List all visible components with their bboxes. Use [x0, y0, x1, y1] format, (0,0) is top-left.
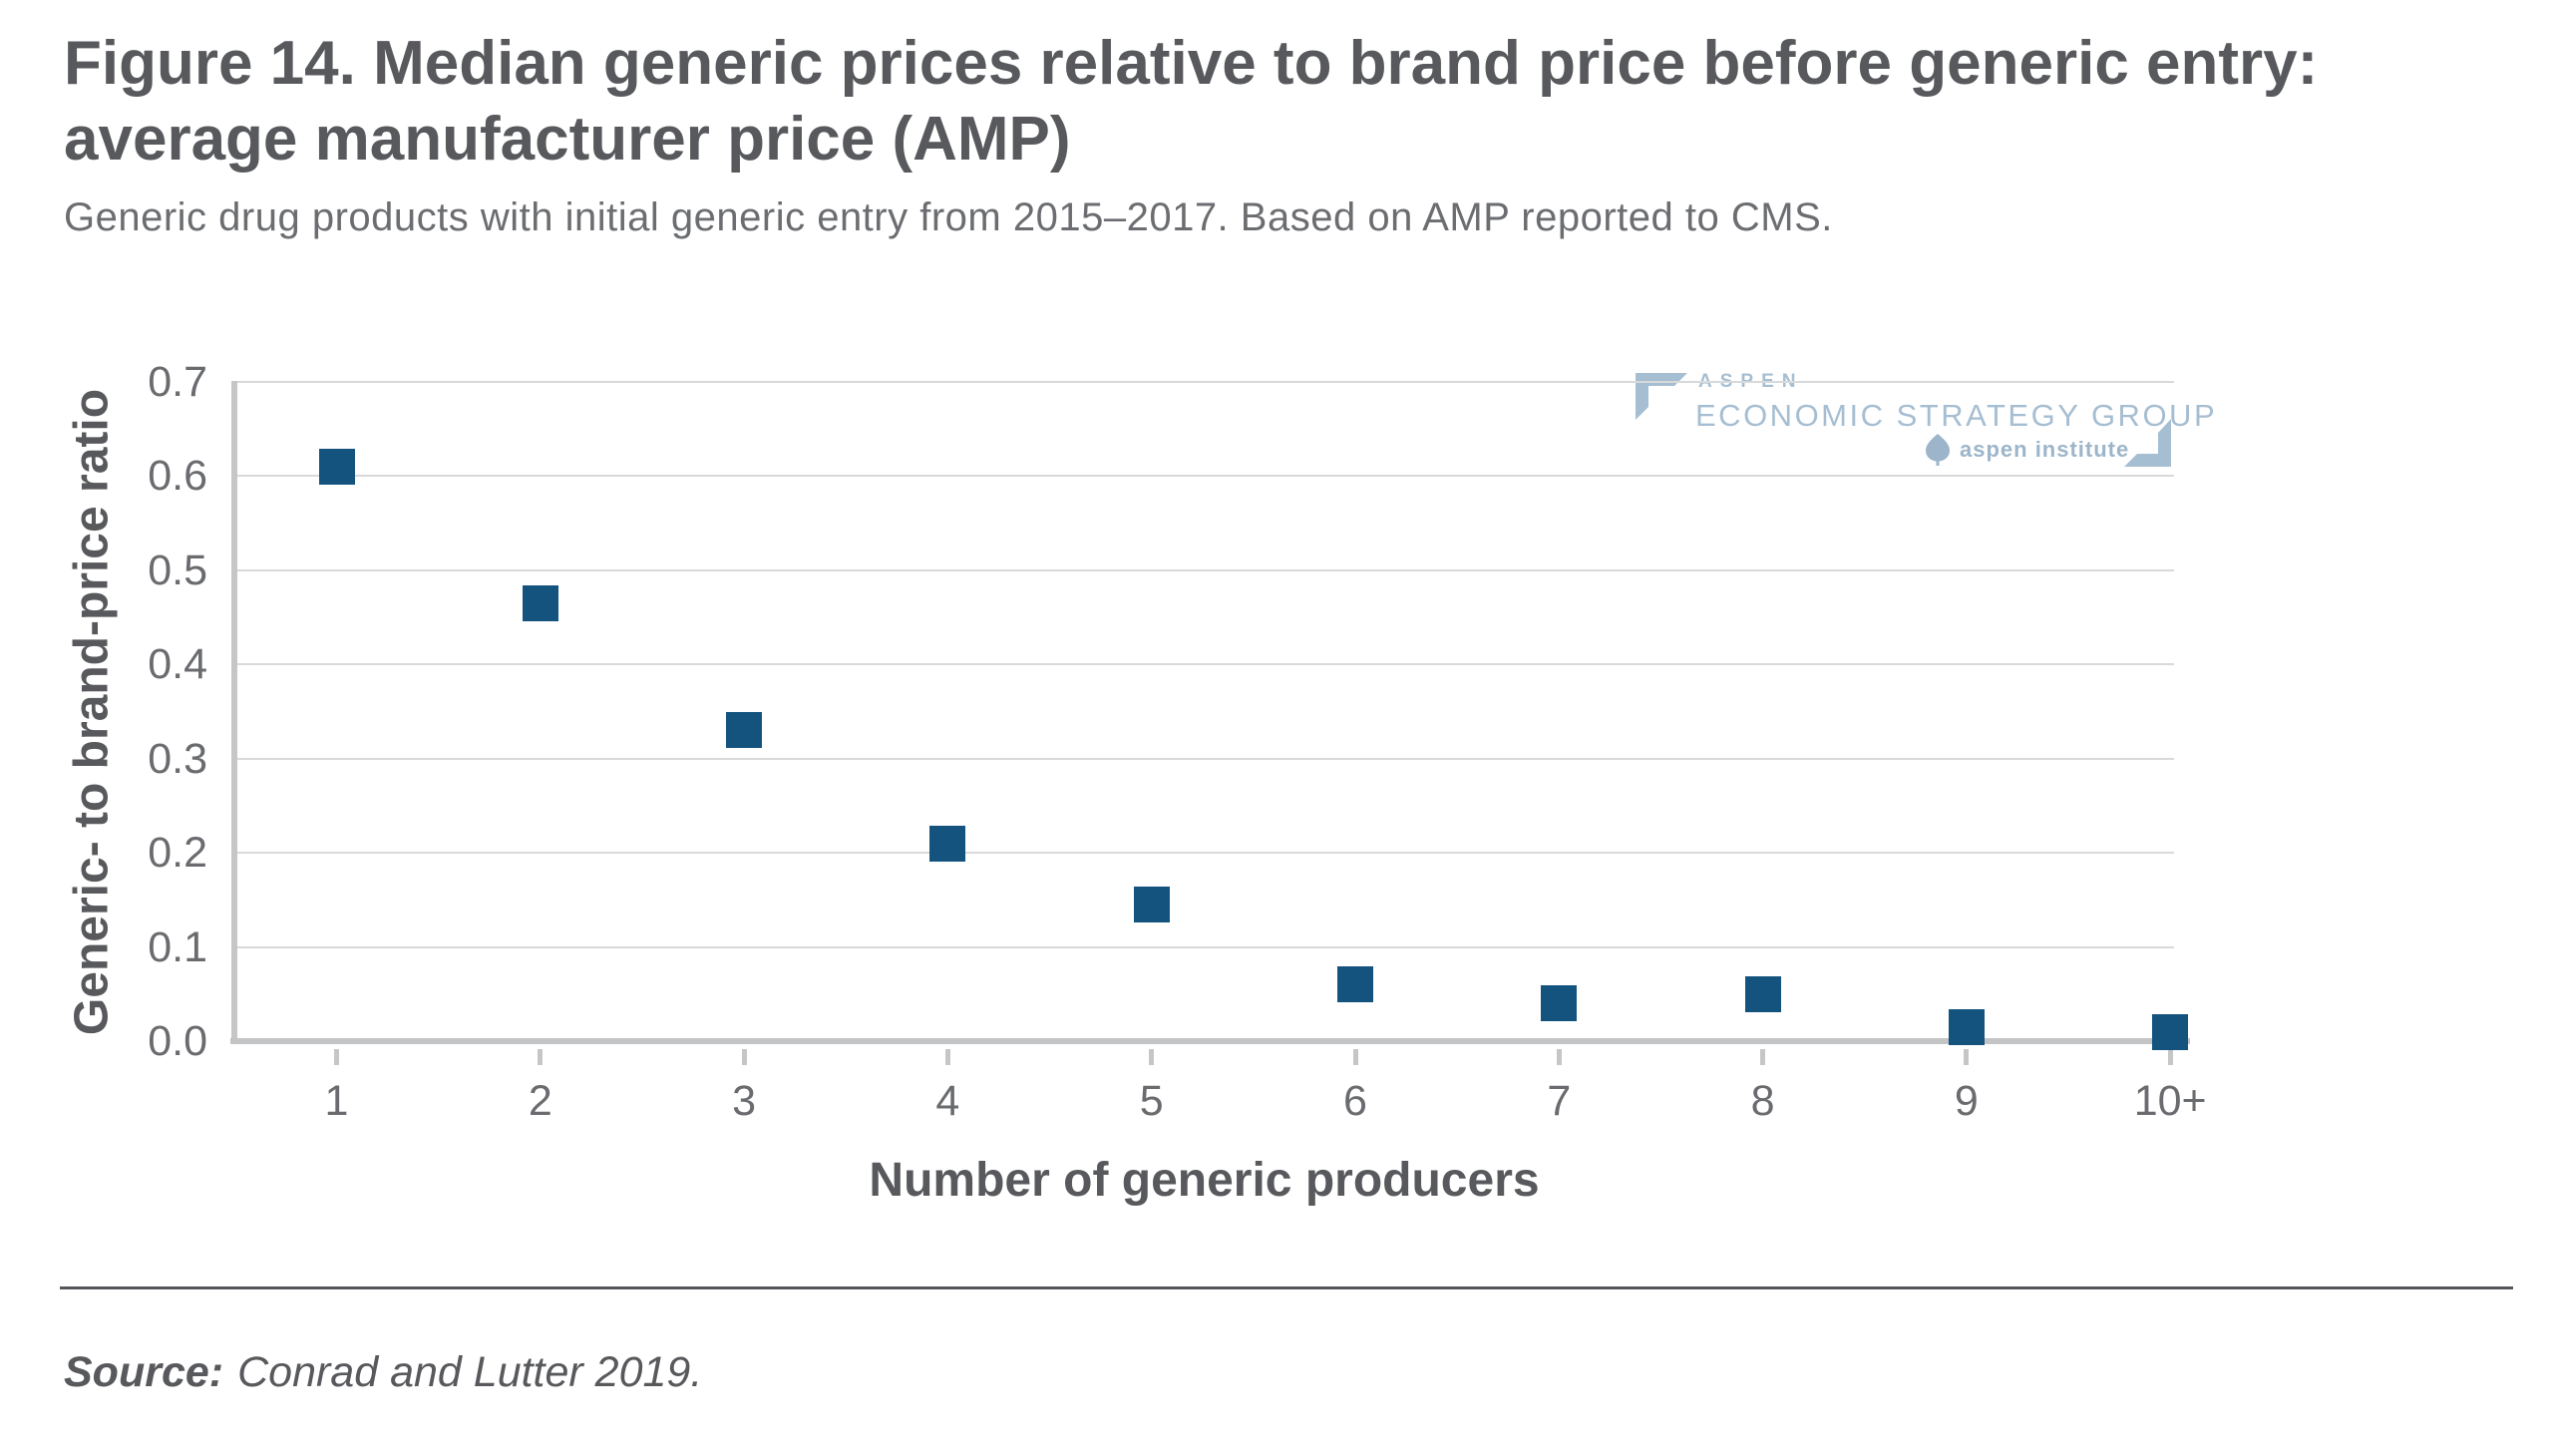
gridline — [234, 852, 2174, 855]
data-point-marker — [929, 825, 966, 862]
x-tick-label: 2 — [528, 1077, 552, 1125]
data-point-marker — [1133, 887, 1170, 923]
x-tick — [334, 1049, 339, 1065]
figure-subtitle: Generic drug products with initial gener… — [64, 195, 1833, 239]
logo-esg-text: ECONOMIC STRATEGY GROUP — [1695, 398, 2218, 433]
x-tick — [538, 1049, 544, 1065]
gridline — [234, 381, 2174, 383]
x-tick-label: 3 — [732, 1077, 757, 1125]
aspen-leaf-icon — [1926, 434, 1950, 466]
x-tick — [944, 1049, 950, 1065]
data-point-marker — [318, 448, 355, 485]
logo-corner-bracket-left-icon — [1636, 373, 1687, 420]
y-tick-label: 0.0 — [148, 1017, 207, 1065]
x-tick — [741, 1049, 747, 1065]
y-tick-label: 0.6 — [148, 452, 207, 501]
data-point-marker — [522, 584, 558, 621]
gridline — [234, 757, 2174, 760]
x-tick-label: 1 — [324, 1077, 349, 1125]
figure-title: Figure 14. Median generic prices relativ… — [64, 26, 2527, 178]
y-tick-label: 0.1 — [148, 922, 207, 971]
x-tick-label: 9 — [1954, 1077, 1979, 1125]
plot-area: 1 2 3 4 5 6 7 8 9 10+ — [230, 381, 2207, 1125]
footer-divider — [60, 1286, 2513, 1289]
logo-institute: aspen institute — [1925, 433, 2129, 466]
x-tick-label: 8 — [1750, 1077, 1775, 1125]
logo-corner-bracket-right-icon — [2124, 419, 2171, 467]
x-axis-title: Number of generic producers — [869, 1154, 1540, 1207]
x-tick — [1964, 1049, 1970, 1065]
x-axis-line — [230, 1038, 2190, 1044]
x-tick-label: 5 — [1139, 1077, 1164, 1125]
x-tick — [1556, 1049, 1562, 1065]
data-point-marker — [1337, 966, 1373, 1003]
gridline — [234, 663, 2174, 666]
x-tick-label: 10+ — [2133, 1077, 2207, 1125]
x-tick-label: 4 — [935, 1077, 960, 1125]
gridline — [234, 568, 2174, 571]
source-text: Conrad and Lutter 2019. — [237, 1348, 703, 1396]
data-point-marker — [2152, 1013, 2189, 1050]
y-tick-label: 0.3 — [148, 734, 207, 783]
figure-title-line2: average manufacturer price (AMP) — [64, 105, 1071, 174]
data-point-marker — [726, 712, 763, 749]
y-axis-line — [231, 381, 237, 1044]
y-axis-tick-labels: 0.7 0.6 0.5 0.4 0.3 0.2 0.1 0.0 — [40, 358, 219, 1065]
x-tick — [1352, 1049, 1358, 1065]
data-point-marker — [1744, 975, 1781, 1012]
y-tick-label: 0.4 — [148, 640, 207, 689]
source-label: Source: — [64, 1348, 224, 1396]
x-tick — [2167, 1049, 2173, 1065]
gridline — [234, 945, 2174, 948]
data-point-marker — [1948, 1008, 1985, 1045]
gridline — [234, 475, 2174, 478]
y-tick-label: 0.2 — [148, 829, 207, 878]
source-line: Source: Conrad and Lutter 2019. — [64, 1348, 702, 1397]
x-tick — [1760, 1049, 1766, 1065]
y-tick-label: 0.5 — [148, 546, 207, 594]
x-tick-label: 6 — [1343, 1077, 1367, 1125]
x-tick — [1149, 1049, 1155, 1065]
y-tick-label: 0.7 — [148, 358, 207, 406]
figure-title-line1: Figure 14. Median generic prices relativ… — [64, 29, 2319, 98]
data-point-marker — [1541, 985, 1578, 1022]
logo-institute-text: aspen institute — [1960, 436, 2130, 462]
x-tick-label: 7 — [1547, 1077, 1572, 1125]
